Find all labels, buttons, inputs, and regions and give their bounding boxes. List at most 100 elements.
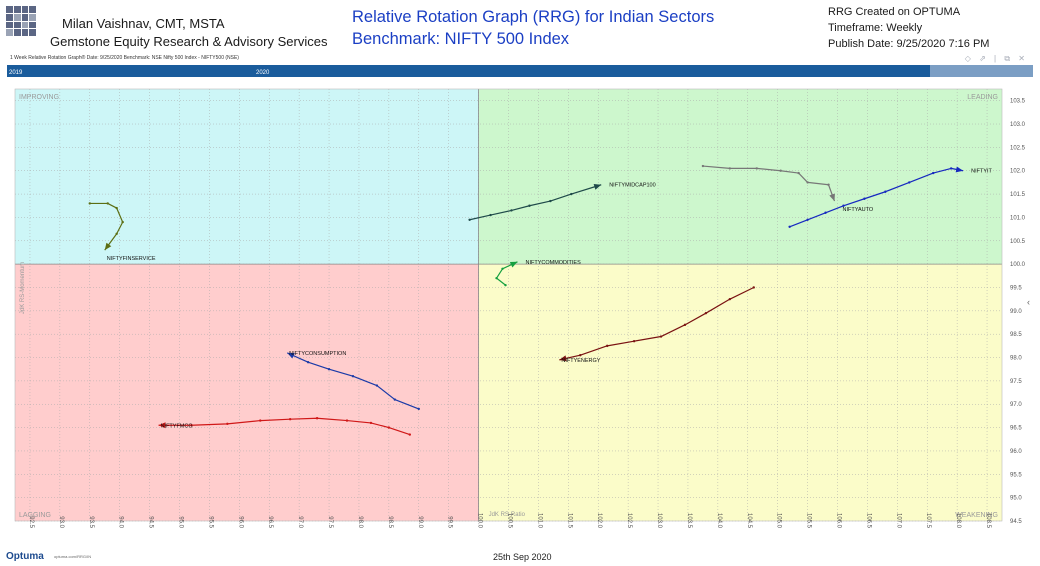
series-point-niftyauto [779, 169, 782, 172]
timeline-bar[interactable] [7, 65, 1033, 77]
x-tick-label: 104.0 [716, 513, 722, 529]
y-axis-label: JdK RS-Momentum [20, 262, 26, 314]
quadrant-label-lagging: LAGGING [19, 512, 51, 519]
series-trail-niftyfmcg [158, 417, 410, 436]
series-point-niftyenergy [704, 311, 708, 315]
x-tick-label: 99.5 [447, 516, 453, 528]
window-controls[interactable]: ◇ ⇗ | ⧉ ✕ [964, 54, 1028, 63]
x-tick-label: 108.5 [985, 513, 991, 529]
series-point-niftyauto [827, 183, 830, 186]
quadrant-label-leading: LEADING [967, 94, 998, 101]
series-label-niftyit: NIFTYIT [971, 169, 992, 175]
series-trail-niftycommodities [495, 261, 518, 286]
series-point-niftyenergy [606, 344, 609, 348]
y-tick-label: 102.0 [1010, 169, 1026, 175]
x-tick-label: 108.0 [955, 513, 961, 529]
series-point-niftyenergy [752, 286, 755, 289]
x-tick-label: 93.0 [58, 516, 64, 528]
series-point-niftycommodities [495, 276, 498, 280]
series-point-niftycommodities [504, 283, 507, 287]
series-head-niftyauto [829, 193, 835, 202]
x-tick-label: 94.5 [148, 516, 154, 528]
series-point-niftyit [824, 211, 827, 214]
series-trail-niftyit [789, 167, 964, 228]
series-point-niftyfinservice [106, 202, 109, 205]
series-point-niftyfmcg [369, 421, 373, 425]
plot-frame [14, 88, 1003, 522]
series-point-niftymidcap100 [510, 209, 513, 212]
series-label-niftycommodities: NIFTYCOMMODITIES [525, 260, 581, 266]
x-tick-label: 96.0 [237, 516, 243, 528]
series-point-niftyauto [797, 171, 800, 175]
x-tick-label: 103.5 [686, 513, 692, 529]
brand-logo [6, 6, 36, 36]
x-tick-label: 97.5 [327, 516, 333, 528]
quadrant-label-improving: IMPROVING [19, 94, 59, 101]
series-head-niftyenergy [559, 355, 567, 362]
series-label-niftyauto: NIFTYAUTO [843, 207, 874, 213]
series-point-niftymidcap100 [549, 199, 552, 203]
y-tick-label: 103.0 [1010, 122, 1026, 128]
y-tick-label: 97.0 [1010, 402, 1022, 408]
x-tick-label: 106.0 [836, 513, 842, 529]
quadrant-lagging [15, 264, 479, 521]
quadrant-backgrounds [15, 89, 1002, 521]
x-tick-label: 96.5 [267, 516, 273, 528]
collapse-panel-icon[interactable]: ‹ [1027, 297, 1030, 307]
x-tick-label: 101.0 [536, 513, 542, 529]
y-tick-label: 98.0 [1010, 356, 1022, 362]
series-point-niftyfmcg [226, 422, 229, 426]
y-tick-label: 100.5 [1010, 239, 1026, 245]
series-point-niftyit [788, 225, 791, 228]
series-point-niftyenergy [728, 297, 732, 301]
series-point-niftyit [842, 204, 845, 207]
footer-date: 25th Sep 2020 [493, 552, 552, 562]
gridlines [14, 88, 1003, 522]
timeframe: Timeframe: Weekly [828, 22, 923, 34]
x-tick-label: 105.0 [776, 513, 782, 529]
y-tick-label: 95.0 [1010, 496, 1022, 502]
y-tick-label: 98.5 [1010, 332, 1022, 338]
series-point-niftyconsumption [417, 407, 420, 411]
timeline-year-2019: 2019 [9, 70, 23, 76]
series-head-niftycommodities [509, 261, 518, 268]
series-point-niftycommodities [501, 267, 504, 271]
series-trail-niftyauto [702, 165, 836, 202]
optuma-url: optuma.com/RRG/IN [54, 554, 92, 559]
series-point-niftyit [884, 190, 887, 193]
series-point-niftyfinservice [88, 202, 91, 205]
series-layer: NIFTYMIDCAP100 NIFTYIT NIFTYAUTO NIFTYFINSE… [88, 164, 993, 436]
x-tick-label: 107.5 [925, 513, 931, 529]
series-point-niftymidcap100 [570, 192, 573, 196]
quadrant-label-weakening: WEAKENING [955, 512, 998, 519]
y-tick-label: 96.5 [1010, 426, 1022, 432]
x-tick-label: 100.0 [477, 513, 483, 529]
quadrant-leading [478, 89, 1002, 265]
y-tick-label: 95.5 [1010, 472, 1022, 478]
x-tick-label: 98.5 [387, 516, 393, 528]
timeline-selection[interactable] [930, 65, 1033, 77]
firm-name: Gemstone Equity Research & Advisory Serv… [50, 34, 328, 49]
x-tick-label: 94.0 [118, 516, 124, 528]
x-tick-label: 104.5 [746, 513, 752, 529]
series-point-niftyit [932, 171, 935, 175]
y-tick-label: 100.0 [1010, 262, 1026, 268]
series-head-niftyit [955, 166, 964, 173]
series-label-niftyconsumption: NIFTYCONSUMPTION [289, 351, 346, 357]
page-title: Relative Rotation Graph (RRG) for Indian… [352, 8, 715, 26]
series-point-niftyfmcg [387, 426, 391, 429]
series-point-niftyconsumption [306, 361, 310, 364]
series-point-niftyconsumption [327, 368, 331, 371]
x-tick-label: 100.5 [507, 513, 513, 529]
series-point-niftyfmcg [315, 417, 319, 420]
series-point-niftyfmcg [345, 419, 349, 422]
series-point-niftyfmcg [190, 424, 193, 427]
series-point-niftyenergy [579, 354, 582, 357]
x-tick-label: 106.5 [865, 513, 871, 529]
series-point-niftyauto [701, 164, 705, 168]
x-tick-label: 102.0 [596, 513, 602, 529]
quadrant-labels: IMPROVING LEADING LAGGING WEAKENING [19, 94, 998, 519]
x-tick-label: 107.0 [895, 513, 901, 529]
axis-labels: JdK RS-Ratio JdK RS-Momentum [20, 262, 526, 518]
series-point-niftymidcap100 [528, 204, 531, 207]
